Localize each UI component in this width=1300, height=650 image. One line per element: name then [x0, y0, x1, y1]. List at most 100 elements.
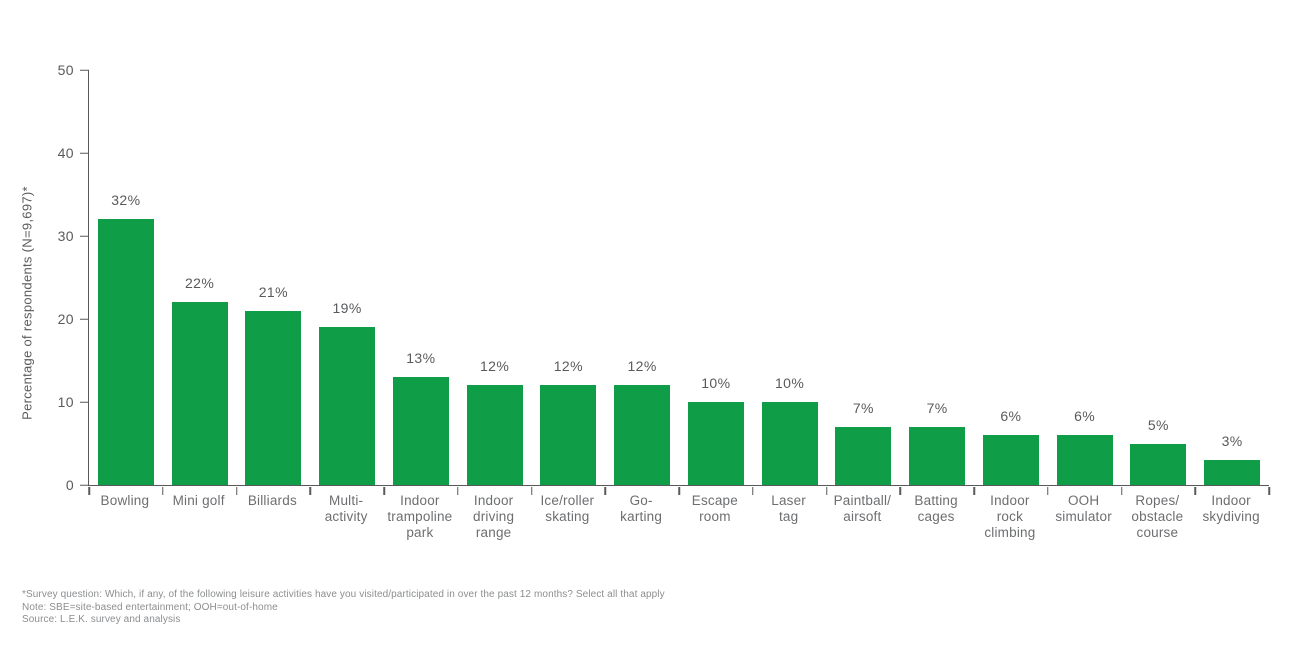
- x-tick-mark: [1120, 486, 1123, 495]
- bar-column: 10%: [679, 70, 753, 485]
- bar-column: 12%: [532, 70, 606, 485]
- x-tick-label: Ice/roller skating: [540, 493, 595, 524]
- bar-column: 21%: [237, 70, 311, 485]
- bar-value-label: 13%: [406, 350, 436, 367]
- bar-column: 10%: [753, 70, 827, 485]
- bar: [614, 385, 671, 485]
- bar: [245, 310, 302, 485]
- bar: [909, 426, 966, 485]
- y-tick-mark: [80, 318, 89, 320]
- x-tick-mark: [752, 486, 754, 495]
- x-tick-label: Batting cages: [914, 493, 958, 524]
- footnote-survey-question: *Survey question: Which, if any, of the …: [22, 589, 665, 600]
- y-tick-mark: [80, 401, 89, 403]
- bar-column: 7%: [827, 70, 901, 485]
- bar: [319, 327, 376, 485]
- bar: [761, 402, 818, 485]
- x-tick-mark: [88, 486, 90, 495]
- x-tick-label: Ropes/ obstacle course: [1131, 493, 1184, 540]
- bar-value-label: 10%: [775, 375, 805, 391]
- x-tick-label: Go- karting: [620, 493, 663, 524]
- bar-value-label: 12%: [553, 358, 583, 375]
- y-tick-label: 40: [57, 145, 74, 161]
- footnote-note: Note: SBE=site-based entertainment; OOH=…: [22, 601, 278, 613]
- bar: [392, 377, 449, 485]
- x-tick-label: Indoor trampoline park: [387, 493, 453, 540]
- bar-column: 5%: [1122, 70, 1196, 485]
- bar-value-label: 22%: [185, 275, 215, 292]
- bar-value-label: 32%: [111, 192, 141, 209]
- x-tick-label: Laser tag: [771, 493, 807, 524]
- x-tick-mark: [383, 486, 385, 495]
- y-tick-label: 0: [65, 477, 74, 493]
- bar-value-label: 5%: [1147, 416, 1169, 433]
- y-tick-label: 10: [57, 394, 74, 410]
- x-tick-mark: [1268, 486, 1270, 495]
- bar-column: 6%: [974, 70, 1048, 485]
- footnotes: *Survey question: Which, if any, of the …: [22, 589, 665, 627]
- y-tick-mark: [80, 484, 89, 486]
- x-tick-label: OOH simulator: [1055, 493, 1112, 524]
- x-axis-labels: Bowling Mini golf Billiards Multi- activity…: [88, 493, 1268, 541]
- bar: [466, 385, 523, 485]
- bar: [1130, 443, 1187, 485]
- bar: [687, 402, 744, 485]
- bar: [171, 302, 228, 485]
- x-tick-mark: [235, 486, 238, 495]
- x-tick-label: Indoor driving range: [473, 493, 515, 540]
- x-tick-label: Bowling: [100, 493, 150, 508]
- y-tick-mark: [80, 235, 89, 237]
- bar-column: 19%: [310, 70, 384, 485]
- y-tick-label: 50: [57, 62, 74, 78]
- y-tick-mark: [80, 69, 89, 71]
- x-tick-label: Indoor skydiving: [1202, 493, 1260, 524]
- x-tick-mark: [604, 486, 606, 495]
- bar: [1056, 435, 1113, 485]
- bar-value-label: 7%: [852, 399, 874, 416]
- x-tick-mark: [973, 486, 975, 495]
- bar-value-label: 3%: [1221, 433, 1243, 450]
- bar-value-label: 21%: [258, 283, 288, 300]
- x-tick-mark: [1194, 486, 1196, 495]
- bar: [540, 385, 597, 485]
- x-tick-mark: [309, 486, 311, 495]
- x-tick-label: Billiards: [247, 493, 297, 508]
- x-tick-label: Mini golf: [172, 493, 225, 508]
- x-tick-mark: [162, 486, 164, 495]
- bar-value-label: 12%: [480, 358, 510, 375]
- bar-value-label: 10%: [701, 375, 731, 391]
- bar-value-label: 12%: [627, 358, 657, 375]
- x-tick-mark: [1047, 486, 1049, 495]
- x-tick-mark: [899, 486, 901, 495]
- footnote-source: Source: L.E.K. survey and analysis: [22, 614, 181, 625]
- x-tick-mark: [825, 486, 828, 495]
- bar-value-label: 6%: [1074, 408, 1096, 425]
- bar-column: 6%: [1048, 70, 1122, 485]
- y-tick-label: 20: [57, 311, 74, 327]
- bar-column: 7%: [900, 70, 974, 485]
- plot-area: 0 10 20 30 40 50 32% 22% 21% 19% 13% 12% 12% 12% 10% 1…: [58, 62, 1270, 495]
- y-tick-label: 30: [57, 228, 74, 244]
- x-tick-mark: [678, 486, 680, 495]
- bar-column: 13%: [384, 70, 458, 485]
- x-tick-label: Multi- activity: [324, 493, 368, 524]
- bar-column: 12%: [605, 70, 679, 485]
- bar: [1204, 460, 1261, 485]
- bar: [97, 219, 154, 485]
- x-tick-label: Paintball/ airsoft: [833, 493, 892, 524]
- x-tick-mark: [457, 486, 459, 495]
- x-tick-mark: [530, 486, 533, 495]
- bar: [982, 435, 1039, 485]
- bar-column: 32%: [89, 70, 163, 485]
- bar-column: 22%: [163, 70, 237, 485]
- bar-value-label: 6%: [1000, 408, 1022, 425]
- y-tick-mark: [80, 152, 89, 154]
- bar-column: 12%: [458, 70, 532, 485]
- bar-value-label: 7%: [926, 399, 948, 416]
- y-axis-title: Percentage of respondents (N=9,697)*: [19, 186, 35, 420]
- x-tick-label: Escape room: [691, 493, 738, 524]
- x-tick-label: Indoor rock climbing: [984, 493, 1036, 540]
- bar-value-label: 19%: [332, 300, 362, 317]
- bar-column: 3%: [1195, 70, 1269, 485]
